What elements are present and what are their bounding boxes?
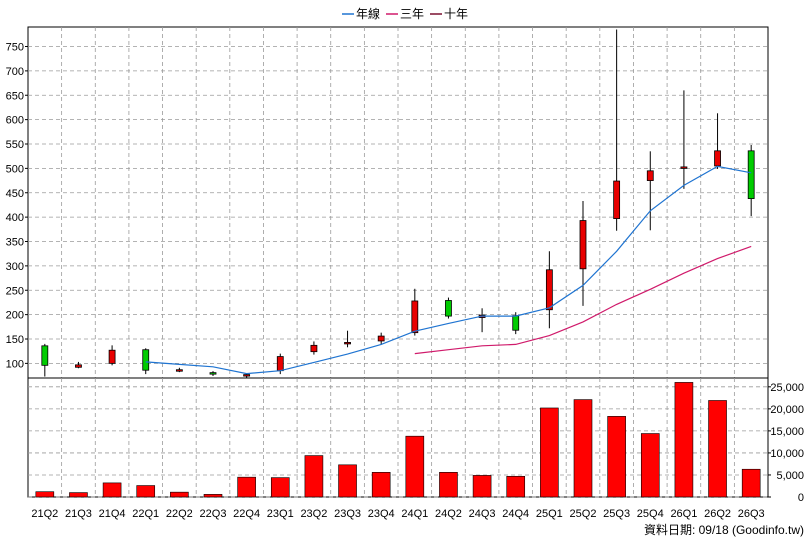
volume-bar — [371, 472, 391, 498]
candle-body — [310, 344, 318, 353]
chart-legend: 年線 三年 十年 — [342, 6, 468, 21]
x-tick-label: 25Q3 — [603, 508, 630, 520]
x-tick-label: 24Q3 — [469, 508, 496, 520]
candle-body — [747, 150, 755, 199]
volume-bar — [439, 472, 458, 498]
candle-body — [445, 300, 452, 317]
x-tick-label: 24Q1 — [401, 508, 428, 520]
moving-average-line — [145, 165, 752, 375]
candle-body — [377, 335, 385, 342]
x-tick-label: 25Q2 — [570, 508, 597, 520]
volume-bar — [573, 399, 593, 498]
volume-bar — [69, 492, 88, 498]
candle-body — [75, 364, 82, 368]
volume-bar — [674, 382, 694, 498]
price-tick-label: 550 — [6, 139, 24, 151]
candle-body — [175, 369, 183, 372]
candle-body — [41, 345, 49, 366]
price-tick-label: 600 — [6, 115, 24, 127]
x-tick-label: 24Q2 — [435, 508, 462, 520]
candle-body — [108, 349, 116, 364]
price-tick-label: 200 — [6, 310, 24, 322]
x-tick-label: 22Q1 — [132, 508, 159, 520]
volume-bar — [35, 491, 55, 498]
candle-body — [276, 356, 284, 372]
x-tick-label: 23Q1 — [267, 508, 294, 520]
volume-bar — [405, 435, 425, 498]
candle-body — [579, 220, 587, 270]
legend-label: 年線 — [356, 6, 380, 21]
x-tick-label: 22Q3 — [200, 508, 227, 520]
x-tick-label: 23Q4 — [368, 508, 395, 520]
price-tick-label: 750 — [6, 42, 24, 54]
price-tick-label: 250 — [6, 285, 24, 297]
x-tick-label: 26Q1 — [670, 508, 697, 520]
price-tick-label: 500 — [6, 163, 24, 175]
volume-bar — [203, 494, 223, 498]
x-tick-label: 23Q2 — [300, 508, 327, 520]
candle-body — [646, 170, 654, 181]
price-panel: 100 150 200 250 300 350 400 450 500 550 600 650 700 7… — [6, 26, 769, 379]
volume-tick-label: 15,000 — [770, 426, 804, 438]
volume-bar — [338, 464, 357, 498]
candle-body — [680, 166, 688, 169]
x-tick-label: 25Q4 — [637, 508, 664, 520]
candle-body — [209, 372, 217, 375]
volume-bar — [708, 400, 727, 498]
price-tick-label: 650 — [6, 90, 24, 102]
price-tick-label: 300 — [6, 261, 24, 273]
data-date-footer: 資料日期: 09/18 (Goodinfo.tw) — [644, 523, 804, 537]
x-tick-label: 21Q4 — [99, 508, 126, 520]
candle-body — [512, 315, 520, 331]
x-tick-label: 23Q3 — [334, 508, 361, 520]
moving-average-line — [414, 245, 752, 355]
legend-label: 三年 — [400, 7, 424, 21]
volume-panel: 0 5,000 10,000 15,000 20,000 25,000 — [27, 377, 804, 504]
volume-bar — [304, 455, 324, 498]
candle-body — [545, 269, 553, 311]
candle-body — [243, 374, 251, 377]
legend-label: 十年 — [444, 7, 468, 21]
x-tick-label: 24Q4 — [502, 508, 529, 520]
volume-bar — [270, 477, 290, 498]
candle-body — [411, 300, 419, 334]
volume-tick-label: 10,000 — [770, 448, 804, 460]
x-axis: 21Q2 21Q3 21Q4 22Q1 22Q2 22Q3 22Q4 23Q1 23Q2 23Q3… — [31, 508, 764, 520]
x-tick-label: 21Q3 — [65, 508, 92, 520]
volume-bar — [506, 475, 526, 498]
x-tick-label: 22Q4 — [233, 508, 260, 520]
x-tick-label: 21Q2 — [31, 508, 58, 520]
volume-bar — [472, 475, 492, 498]
x-tick-label: 26Q2 — [704, 508, 731, 520]
volume-bar — [102, 482, 122, 498]
candle-body — [714, 150, 721, 167]
volume-bar — [237, 476, 256, 498]
volume-tick-label: 0 — [798, 492, 804, 504]
volume-bar — [170, 491, 189, 498]
volume-tick-label: 5,000 — [776, 470, 804, 482]
x-tick-label: 25Q1 — [536, 508, 563, 520]
candle-body — [142, 349, 150, 371]
volume-tick-label: 25,000 — [770, 382, 804, 394]
x-tick-label: 22Q2 — [166, 508, 193, 520]
volume-bar — [640, 433, 660, 498]
volume-bar — [741, 468, 761, 498]
volume-tick-label: 20,000 — [770, 404, 804, 416]
price-tick-label: 450 — [6, 188, 24, 200]
volume-bar — [540, 407, 559, 498]
price-tick-label: 400 — [6, 212, 24, 224]
x-tick-label: 26Q3 — [738, 508, 765, 520]
price-tick-label: 350 — [6, 237, 24, 249]
candle-body — [613, 180, 621, 219]
volume-bar — [607, 416, 626, 498]
price-tick-label: 150 — [6, 334, 24, 346]
candle-body — [344, 342, 351, 345]
price-tick-label: 100 — [6, 358, 24, 370]
price-tick-label: 700 — [6, 66, 24, 78]
volume-bar — [136, 485, 156, 498]
